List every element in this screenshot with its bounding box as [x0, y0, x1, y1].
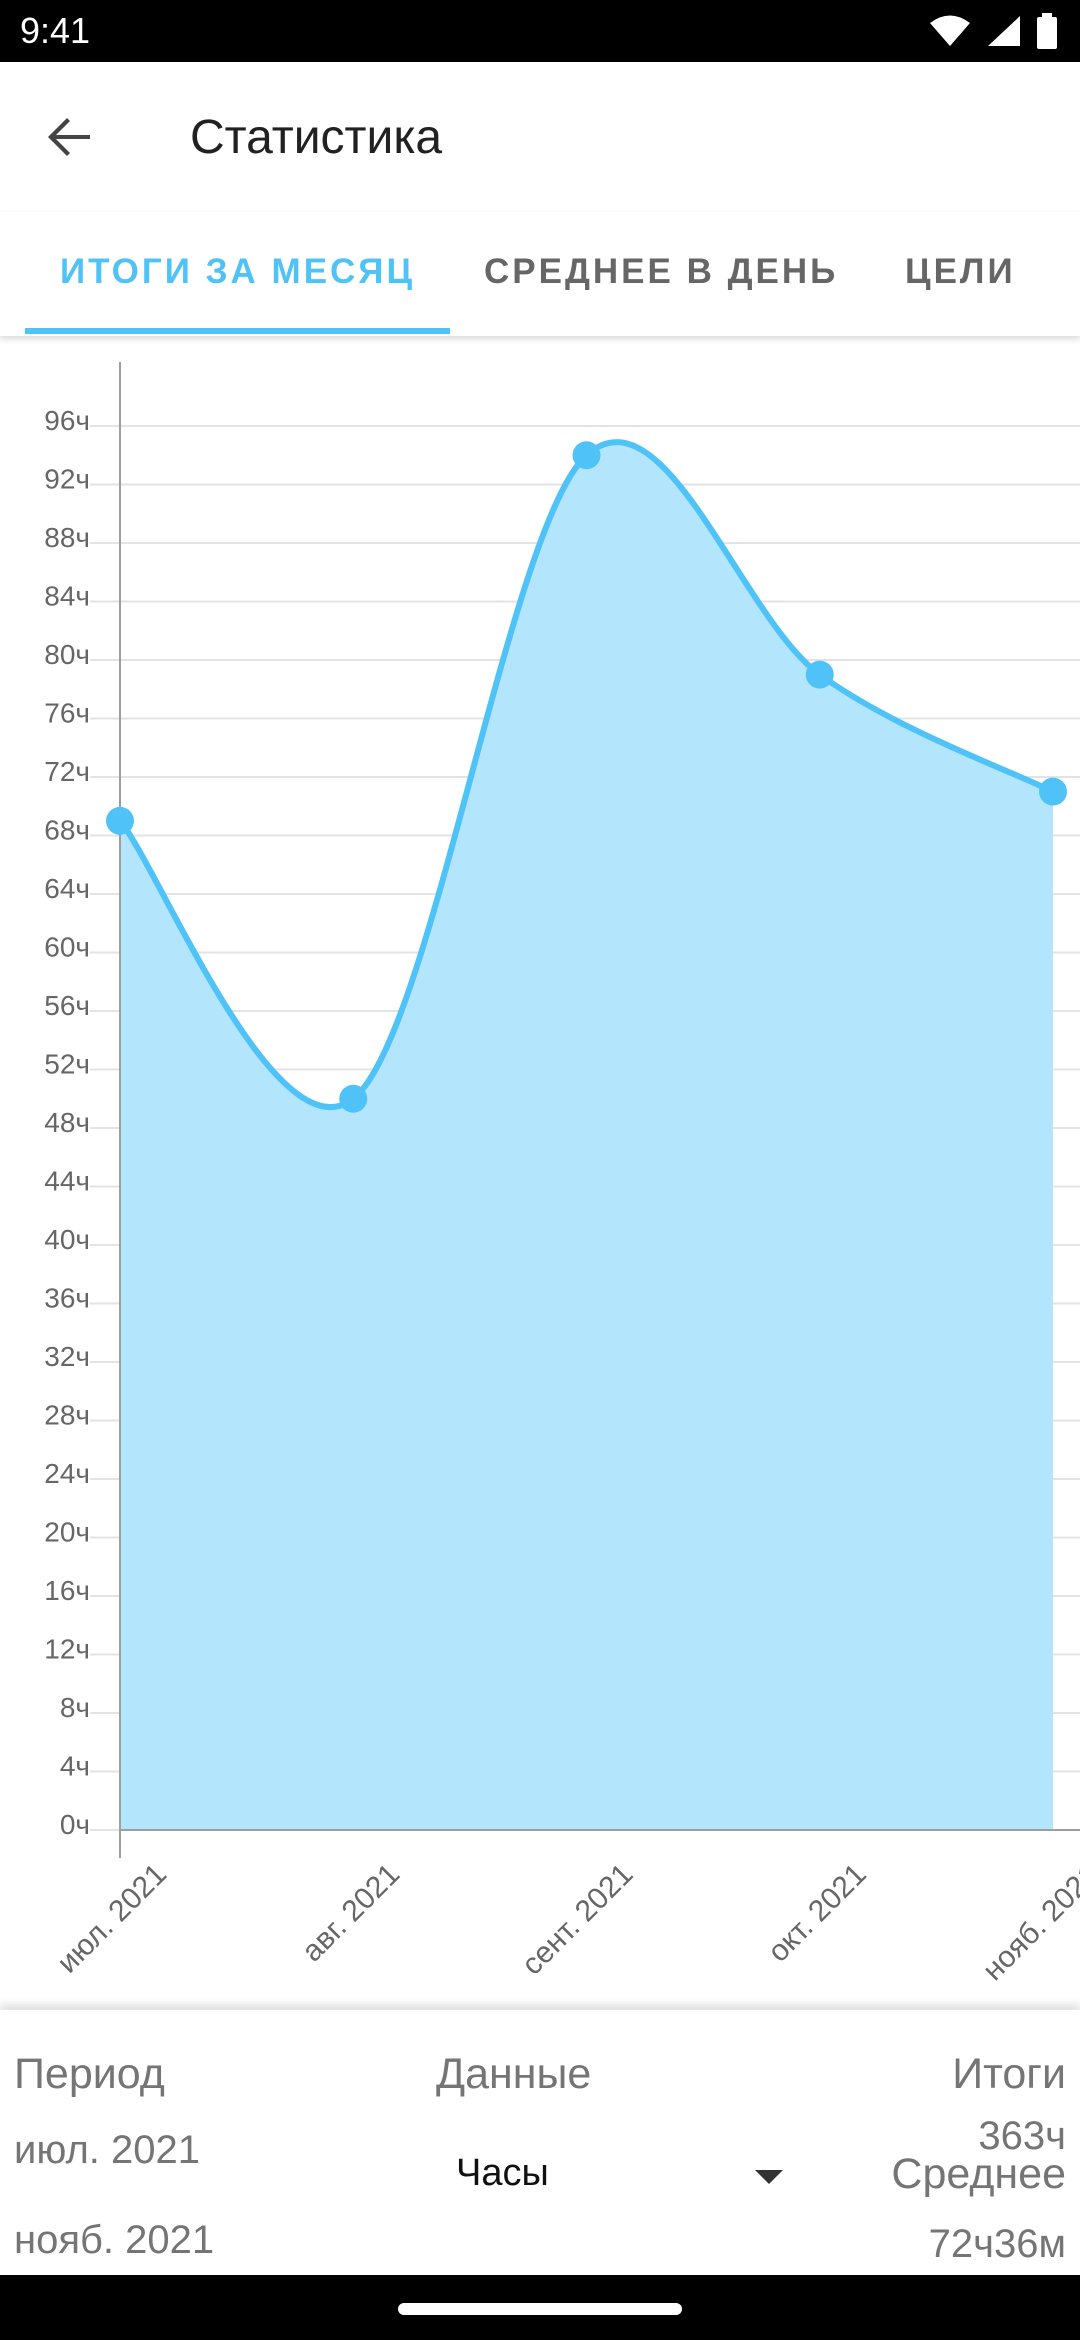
dropdown-arrow-icon: [755, 2170, 783, 2184]
y-tick-label: 4ч: [60, 1751, 90, 1782]
y-tick-label: 32ч: [44, 1341, 90, 1372]
y-tick-label: 48ч: [44, 1107, 90, 1138]
y-tick-label: 56ч: [44, 990, 90, 1021]
data-point: [339, 1084, 368, 1113]
tab-bar: ИТОГИ ЗА МЕСЯЦ СРЕДНЕЕ В ДЕНЬ ЦЕЛИ: [0, 212, 1080, 336]
status-time: 9:41: [20, 10, 91, 51]
totals-label: Итоги: [952, 2050, 1066, 2098]
data-point: [106, 806, 134, 835]
y-tick-label: 28ч: [44, 1400, 90, 1431]
navigation-bar: [0, 2275, 1080, 2340]
x-tick-label: авг. 2021: [296, 1858, 407, 1969]
data-label: Данные: [436, 2050, 592, 2098]
status-bar: 9:41: [0, 0, 1080, 62]
battery-icon: [1037, 13, 1057, 49]
y-tick-label: 88ч: [44, 522, 90, 553]
x-tick-label: окт. 2021: [762, 1858, 873, 1969]
wifi-icon: [930, 15, 970, 46]
y-tick-label: 80ч: [44, 639, 90, 670]
y-tick-label: 0ч: [60, 1809, 90, 1840]
y-tick-label: 84ч: [44, 581, 90, 612]
tab-indicator: [25, 328, 450, 334]
y-tick-label: 72ч: [44, 756, 90, 787]
y-tick-label: 36ч: [44, 1283, 90, 1314]
y-tick-label: 52ч: [44, 1049, 90, 1080]
home-handle[interactable]: [398, 2303, 682, 2315]
chart-area: 0ч 4ч 8ч 12ч 16ч 20ч 24ч 28ч 32ч 36ч 40ч 44ч 48ч 52ч 5…: [0, 336, 1080, 2006]
data-type-value: Часы: [456, 2152, 549, 2194]
status-icons: [928, 12, 1058, 50]
back-button[interactable]: [40, 107, 100, 167]
app-bar: Статистика: [0, 62, 1080, 212]
series-line: [117, 439, 1055, 1111]
summary-panel: Период июл. 2021 нояб. 2021 Данные Часы …: [0, 2010, 1080, 2275]
y-tick-label: 44ч: [44, 1166, 90, 1197]
y-tick-label: 68ч: [44, 815, 90, 846]
tab-goals[interactable]: ЦЕЛИ: [905, 252, 1016, 291]
average-label: Среднее: [891, 2150, 1066, 2198]
x-tick-label: сент. 2021: [516, 1858, 640, 1982]
y-tick-label: 24ч: [44, 1458, 90, 1489]
y-tick-label: 16ч: [44, 1575, 90, 1606]
x-tick-label: июл. 2021: [51, 1858, 173, 1980]
y-tick-label: 96ч: [44, 405, 90, 436]
average-value: 72ч36м: [928, 2222, 1066, 2266]
tab-daily-average[interactable]: СРЕДНЕЕ В ДЕНЬ: [484, 252, 839, 291]
y-tick-label: 76ч: [44, 698, 90, 729]
y-tick-label: 8ч: [60, 1692, 90, 1723]
arrow-back-icon: [48, 118, 90, 156]
monthly-hours-chart: 0ч 4ч 8ч 12ч 16ч 20ч 24ч 28ч 32ч 36ч 40ч 44ч 48ч 52ч 5…: [44, 362, 1080, 1987]
y-tick-label: 60ч: [44, 932, 90, 963]
series-area: [120, 442, 1053, 1830]
data-point: [572, 441, 601, 470]
totals-value: 363ч: [978, 2114, 1066, 2158]
period-label: Период: [14, 2050, 165, 2098]
y-tick-label: 20ч: [44, 1517, 90, 1548]
period-end[interactable]: нояб. 2021: [14, 2218, 215, 2262]
y-tick-label: 12ч: [44, 1634, 90, 1665]
period-start[interactable]: июл. 2021: [14, 2128, 201, 2172]
data-point: [805, 660, 834, 689]
data-point: [1039, 777, 1067, 806]
signal-icon: [988, 16, 1020, 46]
y-tick-label: 92ч: [44, 464, 90, 495]
tab-monthly-totals[interactable]: ИТОГИ ЗА МЕСЯЦ: [60, 252, 416, 291]
page-title: Статистика: [190, 111, 443, 164]
y-tick-label: 64ч: [44, 873, 90, 904]
x-tick-label: нояб. 2021: [976, 1858, 1080, 1987]
y-tick-label: 40ч: [44, 1224, 90, 1255]
